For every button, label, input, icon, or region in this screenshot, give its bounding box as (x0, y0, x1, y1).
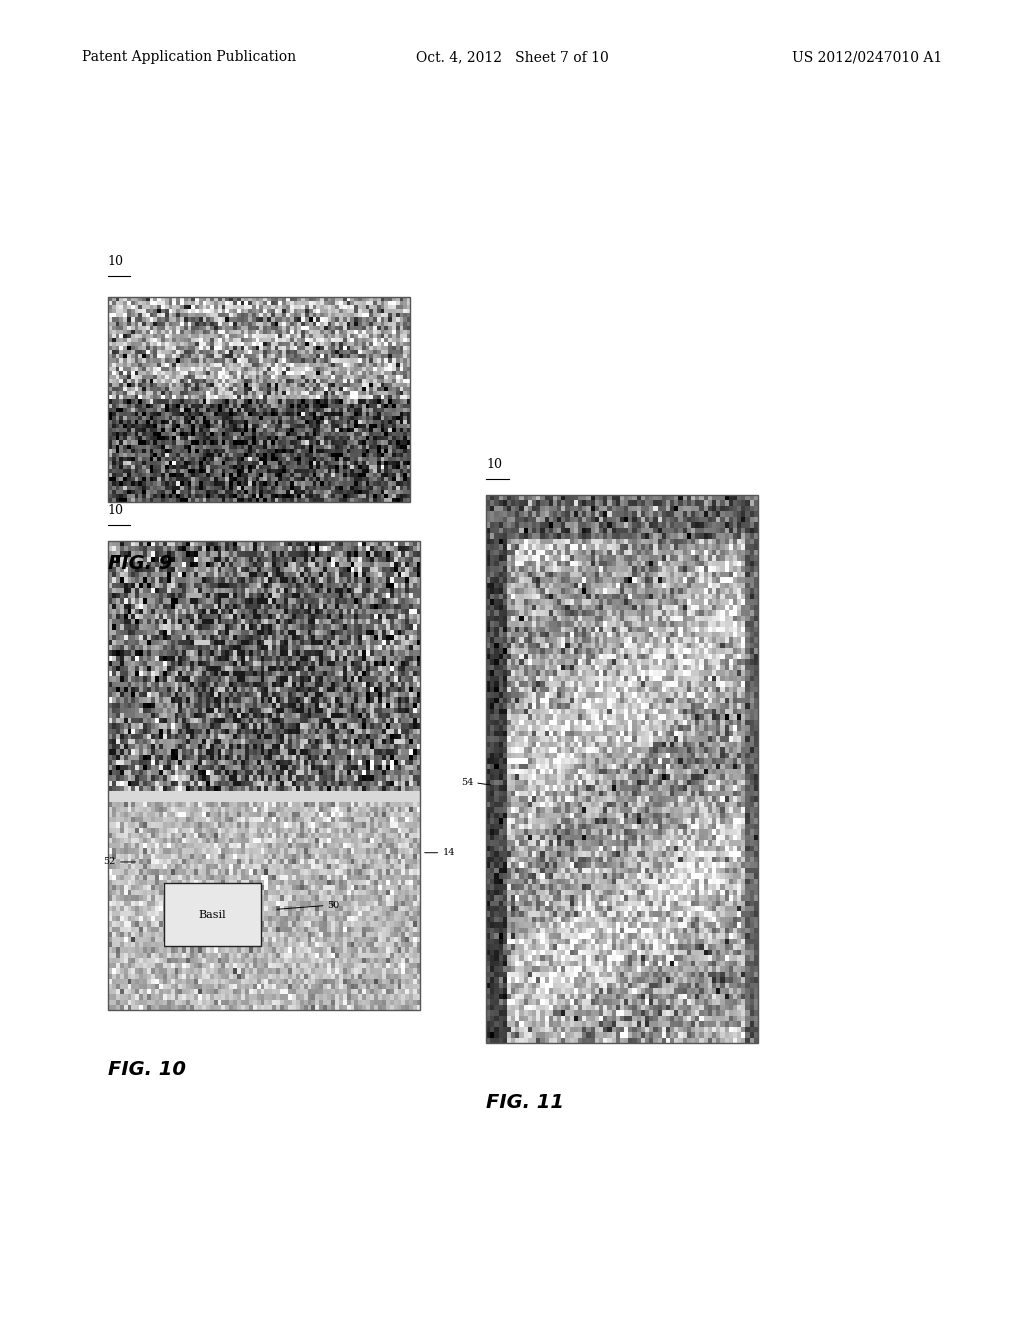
Text: 10: 10 (486, 458, 503, 471)
Bar (108, 541, 420, 1010)
Text: FIG. 9: FIG. 9 (108, 554, 172, 573)
Text: 14: 14 (442, 849, 455, 857)
Text: Oct. 4, 2012   Sheet 7 of 10: Oct. 4, 2012 Sheet 7 of 10 (416, 50, 608, 65)
Text: Patent Application Publication: Patent Application Publication (82, 50, 296, 65)
Text: 54: 54 (461, 779, 473, 787)
Text: FIG. 10: FIG. 10 (108, 1060, 185, 1078)
Text: FIG. 11: FIG. 11 (486, 1093, 564, 1111)
FancyBboxPatch shape (164, 883, 261, 946)
Text: US 2012/0247010 A1: US 2012/0247010 A1 (792, 50, 942, 65)
Bar (108, 297, 410, 502)
Text: 10: 10 (108, 255, 124, 268)
Bar (486, 495, 758, 1043)
Text: 52: 52 (103, 858, 116, 866)
Text: 50: 50 (328, 902, 340, 909)
Text: Basil: Basil (199, 909, 226, 920)
Text: 10: 10 (108, 504, 124, 517)
